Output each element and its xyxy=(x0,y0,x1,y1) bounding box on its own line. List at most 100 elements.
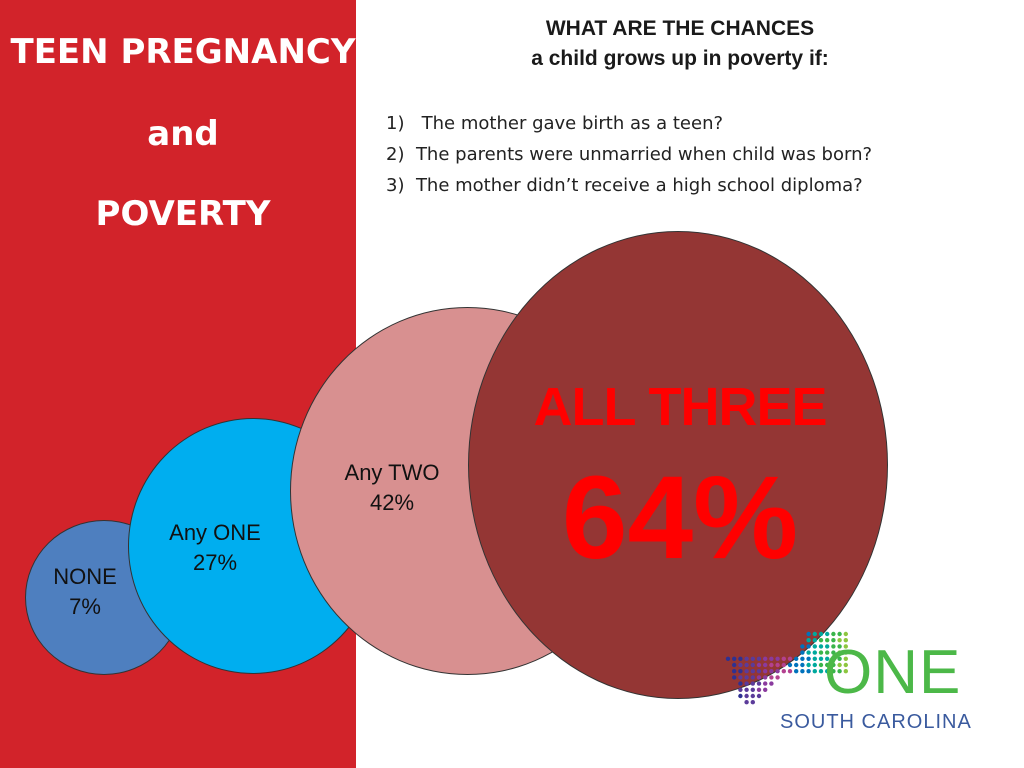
logo-dot xyxy=(738,681,743,686)
logo-dot xyxy=(800,644,805,649)
logo-word: ONE xyxy=(824,638,962,707)
logo-dot xyxy=(825,669,830,674)
logo-dot xyxy=(825,650,830,655)
logo-dot xyxy=(843,638,848,643)
logo-dot xyxy=(831,662,836,668)
logo-dot xyxy=(843,644,848,649)
logo-dot xyxy=(732,662,737,668)
sidebar-title-line-3: POVERTY xyxy=(95,194,271,234)
logo-dot xyxy=(800,662,805,668)
logo-dot xyxy=(738,669,743,674)
logo-dot xyxy=(738,662,743,668)
logo-dot xyxy=(831,650,836,655)
logo-dot xyxy=(818,656,824,661)
logo-dot xyxy=(781,662,786,668)
one-south-carolina-logo: ONE SOUTH CAROLINA xyxy=(722,628,982,738)
logo-subtitle: SOUTH CAROLINA xyxy=(780,711,972,733)
logo-dot xyxy=(818,644,824,649)
logo-dot xyxy=(843,631,848,637)
question-text: The parents were unmarried when child wa… xyxy=(415,144,873,165)
logo-dot xyxy=(750,662,755,668)
logo-dot xyxy=(806,631,811,637)
logo-dot xyxy=(837,650,842,655)
logo-dot xyxy=(738,656,743,661)
question-item: 3) The mother didn’t receive a high scho… xyxy=(386,170,872,201)
logo-dot xyxy=(744,700,749,705)
logo-dot xyxy=(750,669,755,674)
logo-dot xyxy=(781,656,786,661)
logo-dot xyxy=(806,644,811,649)
logo-dot xyxy=(837,638,842,643)
question-item: 2) The parents were unmarried when child… xyxy=(386,139,872,170)
logo-dot xyxy=(794,669,799,674)
logo-dot xyxy=(769,675,774,680)
logo-dot xyxy=(744,687,749,692)
logo-dot xyxy=(744,693,749,699)
logo-dot xyxy=(744,675,749,680)
all-three-label: ALL THREE xyxy=(533,377,827,437)
logo-dot xyxy=(769,656,774,661)
logo-dot xyxy=(831,656,836,661)
logo-dot xyxy=(781,669,786,674)
circle-all-three xyxy=(468,231,888,699)
logo-dot xyxy=(818,669,824,674)
heading-line-2: a child grows up in poverty if: xyxy=(531,47,829,70)
logo-dot xyxy=(806,662,811,668)
logo-dot xyxy=(818,662,824,668)
logo-dot xyxy=(818,638,824,643)
logo-dot xyxy=(750,675,755,680)
logo-dot xyxy=(831,644,836,649)
logo-dot xyxy=(818,631,824,637)
logo-dot xyxy=(756,687,762,692)
logo-dot xyxy=(763,681,768,686)
logo-dot xyxy=(812,638,817,643)
logo-dot xyxy=(756,693,762,699)
logo-dot xyxy=(775,656,780,661)
logo-dot xyxy=(756,669,762,674)
logo-dot xyxy=(818,650,824,655)
circle-none-label: NONE 7% xyxy=(30,562,140,622)
logo-dot xyxy=(787,656,793,661)
logo-dot xyxy=(763,687,768,692)
logo-dot xyxy=(769,669,774,674)
logo-dot xyxy=(738,675,743,680)
label-text: Any TWO xyxy=(344,460,440,485)
value-text: 42% xyxy=(369,490,415,515)
logo-dot xyxy=(831,638,836,643)
logo-dot xyxy=(806,638,811,643)
logo-dot xyxy=(750,693,755,699)
logo-dot xyxy=(806,669,811,674)
logo-dot xyxy=(750,687,755,692)
logo-dot xyxy=(738,693,743,699)
logo-dot xyxy=(812,631,817,637)
logo-dot xyxy=(769,681,774,686)
logo-dot xyxy=(750,700,755,705)
logo-dot xyxy=(763,656,768,661)
value-text: 7% xyxy=(69,594,101,619)
question-number: 3) xyxy=(386,175,405,196)
logo-dot xyxy=(725,656,731,661)
logo-dot xyxy=(732,656,737,661)
logo-dot xyxy=(812,650,817,655)
logo-dot xyxy=(837,644,842,649)
question-item: 1) The mother gave birth as a teen? xyxy=(386,108,872,139)
logo-dot xyxy=(825,656,830,661)
logo-dot xyxy=(825,638,830,643)
sidebar-title-line-2: and xyxy=(147,114,219,154)
logo-dots-icon xyxy=(725,631,848,705)
question-text: The mother gave birth as a teen? xyxy=(421,113,724,134)
logo-dot xyxy=(806,650,811,655)
logo-dot xyxy=(825,631,830,637)
logo-dot xyxy=(775,675,780,680)
logo-dot xyxy=(812,644,817,649)
logo-dot xyxy=(744,656,749,661)
sidebar-title-line-1: TEEN PREGNANCY xyxy=(10,32,356,72)
logo-dot xyxy=(843,662,848,668)
label-text: NONE xyxy=(53,564,117,589)
logo-dot xyxy=(837,631,842,637)
logo-dot xyxy=(763,662,768,668)
logo-dot xyxy=(837,669,842,674)
logo-dot xyxy=(744,681,749,686)
logo-dot xyxy=(800,650,805,655)
logo-dot xyxy=(756,662,762,668)
